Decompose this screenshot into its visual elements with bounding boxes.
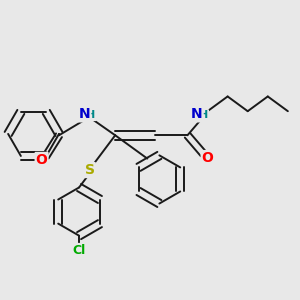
Text: H: H (86, 110, 96, 120)
Text: N: N (79, 107, 90, 122)
Text: N: N (191, 107, 203, 122)
Text: S: S (85, 163, 95, 177)
Text: H: H (199, 110, 208, 120)
Text: Cl: Cl (72, 244, 86, 257)
Text: O: O (36, 153, 47, 167)
Text: O: O (202, 151, 214, 165)
